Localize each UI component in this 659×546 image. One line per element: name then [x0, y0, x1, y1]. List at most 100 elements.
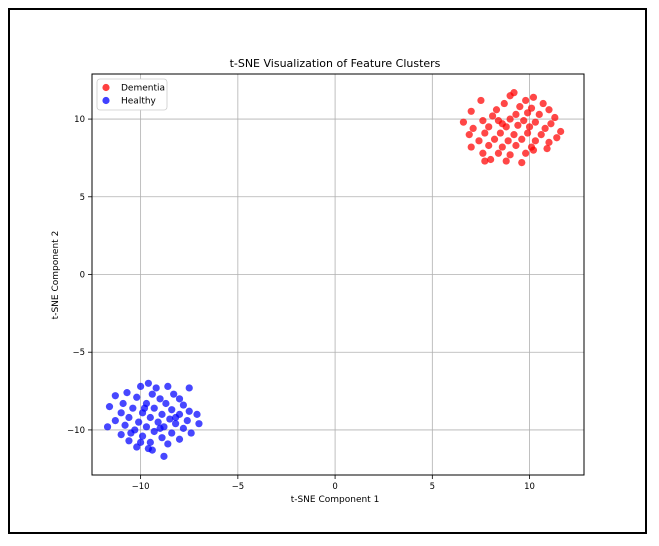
dementia-point [529, 93, 538, 101]
dementia-point [522, 96, 530, 105]
healthy-point [133, 393, 141, 401]
legend-marker-healthy [102, 96, 110, 105]
healthy-point [123, 389, 131, 397]
dementia-point [547, 120, 555, 128]
dementia-point [510, 131, 518, 139]
dementia-point [539, 99, 547, 108]
dementia-point [531, 118, 539, 126]
healthy-point [158, 410, 166, 418]
healthy-point [175, 435, 184, 443]
healthy-point [185, 407, 193, 415]
y-tick-label: −5 [72, 348, 85, 358]
healthy-point [172, 420, 180, 428]
dementia-point [557, 127, 565, 136]
axis-ticks: −10 −5 0 5 10 −10 −5 0 5 10 [67, 115, 535, 492]
dementia-point [467, 107, 475, 115]
x-axis-label: t-SNE Component 1 [291, 495, 380, 505]
healthy-point [172, 413, 180, 422]
dementia-point [518, 158, 526, 167]
legend-label-dementia: Dementia [121, 84, 165, 94]
dementia-point [545, 106, 553, 114]
healthy-point [187, 429, 195, 437]
healthy-point [146, 413, 154, 422]
dementia-point [479, 149, 487, 157]
dementia-point [477, 96, 485, 105]
healthy-point [138, 432, 147, 440]
legend-box [96, 78, 168, 111]
dementia-point [551, 113, 559, 122]
healthy-point [164, 440, 172, 448]
healthy-point [156, 395, 164, 403]
healthy-point [168, 429, 176, 437]
dementia-point [465, 131, 473, 139]
dementia-point [487, 155, 495, 164]
healthy-point [135, 418, 143, 426]
healthy-point [144, 444, 152, 453]
dementia-point [479, 117, 487, 125]
healthy-point [193, 410, 201, 418]
grid [92, 74, 584, 475]
healthy-point [152, 384, 160, 392]
dementia-point [553, 134, 561, 142]
dementia-point [498, 143, 506, 151]
healthy-point [144, 379, 152, 387]
healthy-point [156, 424, 164, 432]
healthy-point [127, 429, 135, 437]
dementia-point [459, 118, 468, 126]
dementia-point [492, 106, 501, 114]
dementia-point [485, 123, 493, 131]
dementia-point [506, 115, 514, 123]
healthy-point [140, 404, 149, 412]
dementia-point [520, 117, 528, 125]
dementia-point [485, 141, 493, 150]
healthy-point [119, 399, 127, 408]
dementia-point [543, 145, 551, 153]
dementia-point [481, 129, 489, 137]
healthy-point [154, 418, 162, 426]
dementia-point [518, 135, 526, 143]
legend-label-healthy: Healthy [121, 97, 157, 107]
healthy-point [185, 384, 193, 392]
healthy-point [105, 403, 114, 411]
legend: Dementia Healthy [96, 78, 168, 111]
y-tick-label: 5 [80, 193, 85, 203]
y-tick-label: 0 [80, 271, 85, 281]
dementia-point [529, 146, 538, 154]
dementia-point [504, 137, 512, 145]
dementia-point [537, 131, 545, 139]
x-tick-label: −5 [232, 482, 245, 492]
healthy-point [160, 452, 168, 460]
healthy-point [158, 434, 166, 442]
healthy-point [175, 395, 184, 403]
dementia-point [512, 110, 520, 119]
dementia-point [475, 137, 483, 145]
dementia-point [469, 124, 477, 132]
healthy-point [183, 417, 191, 425]
x-tick-label: 10 [524, 482, 535, 492]
dementia-point [516, 103, 524, 111]
healthy-point [111, 417, 119, 425]
healthy-point [179, 401, 187, 409]
dementia-point [514, 121, 522, 129]
dementia-point [496, 129, 504, 137]
healthy-point [146, 438, 154, 446]
data-points [103, 89, 565, 460]
dementia-point [498, 120, 506, 128]
x-tick-label: 5 [430, 482, 435, 492]
dementia-point [500, 99, 508, 108]
dementia-point [545, 138, 553, 146]
chart-title: t-SNE Visualization of Feature Clusters [230, 57, 441, 70]
y-axis-label: t-SNE Component 2 [51, 231, 61, 320]
healthy-point [103, 423, 112, 431]
healthy-point [179, 424, 187, 432]
healthy-point [162, 399, 170, 408]
healthy-point [111, 392, 119, 400]
dementia-point [541, 124, 549, 132]
dementia-point [531, 137, 539, 145]
dementia-point [489, 112, 497, 120]
healthy-point [142, 423, 151, 431]
x-tick-label: −10 [132, 482, 150, 492]
healthy-point [150, 404, 158, 412]
dementia-point [494, 149, 503, 157]
dementia-point [502, 157, 510, 165]
